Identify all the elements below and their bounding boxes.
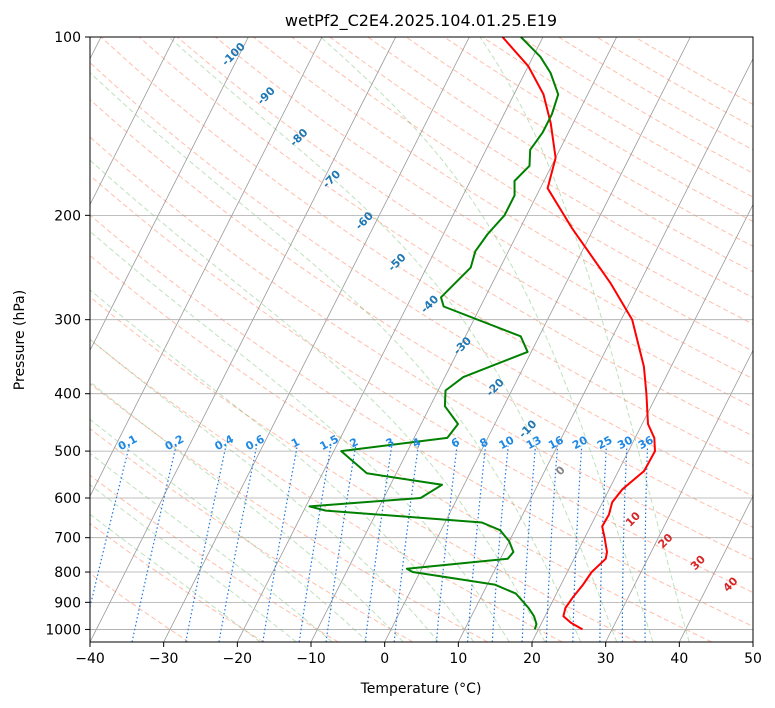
moist-adiabat bbox=[90, 230, 510, 642]
dewpoint-profile bbox=[308, 37, 560, 630]
dry-adiabat bbox=[90, 296, 638, 642]
x-tick-label: 10 bbox=[449, 651, 467, 667]
isotherm bbox=[310, 37, 618, 642]
isotherm bbox=[605, 349, 753, 642]
y-tick-label: 100 bbox=[54, 30, 81, 46]
dry-adiabat bbox=[90, 572, 190, 642]
y-tick-label: 600 bbox=[54, 491, 81, 507]
x-tick-label: 0 bbox=[380, 651, 389, 667]
mixing-ratio-line bbox=[325, 445, 357, 642]
mixing-ratio-line bbox=[621, 445, 628, 642]
mixing-ratio-line bbox=[599, 445, 607, 642]
x-tick-label: −30 bbox=[149, 651, 179, 667]
mixing-ratio-line bbox=[364, 445, 393, 642]
isotherm bbox=[384, 37, 691, 642]
mixing-ratio-label: 20 bbox=[570, 433, 590, 452]
x-tick-label: 20 bbox=[523, 651, 541, 667]
temperature-profile bbox=[501, 37, 656, 631]
dry-adiabat bbox=[90, 214, 753, 628]
mixing-ratio-line bbox=[545, 445, 559, 642]
x-tick-label: −20 bbox=[223, 651, 253, 667]
isotherm bbox=[90, 37, 397, 642]
mixing-ratio-label: 30 bbox=[615, 433, 635, 452]
isotherm bbox=[90, 37, 323, 498]
isotherm bbox=[163, 37, 470, 642]
dry-adiabat bbox=[90, 98, 753, 528]
y-tick-label: 300 bbox=[54, 313, 81, 329]
moist-adiabat bbox=[168, 37, 618, 642]
profiles bbox=[308, 37, 656, 631]
y-tick-label: 400 bbox=[54, 387, 81, 403]
y-tick-label: 800 bbox=[54, 565, 81, 581]
mixing-ratio-line bbox=[572, 445, 583, 642]
plot-frame bbox=[89, 36, 754, 643]
mixing-ratio-label: 10 bbox=[497, 433, 517, 452]
moist-adiabat bbox=[90, 159, 546, 642]
isotherm bbox=[678, 495, 753, 642]
x-tick-label: 30 bbox=[597, 651, 615, 667]
y-tick-label: 900 bbox=[54, 595, 81, 611]
moist-adiabat bbox=[90, 289, 475, 642]
x-tick-label: 50 bbox=[744, 651, 762, 667]
moist-adiabat bbox=[90, 452, 333, 642]
mixing-ratio-line bbox=[393, 445, 419, 642]
y-axis: 100 200 300 400 500 600 700 800 900 1000 bbox=[45, 30, 90, 638]
dry-adiabat bbox=[90, 62, 753, 497]
isotherm bbox=[531, 203, 753, 642]
grid-lines bbox=[90, 37, 753, 642]
mixing-ratio-line bbox=[131, 445, 177, 642]
mixing-ratio-label: 16 bbox=[546, 433, 566, 452]
isotherm bbox=[90, 37, 249, 352]
mixing-ratio-label: 25 bbox=[595, 433, 615, 452]
dry-adiabat bbox=[90, 474, 339, 642]
chart-title: wetPf2_C2E4.2025.104.01.25.E19 bbox=[285, 11, 557, 31]
isotherm bbox=[90, 37, 176, 206]
dry-adiabat bbox=[253, 37, 753, 352]
mixing-ratio-line bbox=[491, 445, 509, 642]
moist-adiabat bbox=[90, 381, 404, 642]
moist-adiabat bbox=[90, 484, 297, 642]
moist-adiabat bbox=[90, 338, 439, 642]
mixing-ratio-label: 36 bbox=[636, 433, 656, 452]
x-tick-label: −10 bbox=[296, 651, 326, 667]
x-tick-label: −40 bbox=[75, 651, 105, 667]
mixing-ratio-line bbox=[435, 445, 458, 642]
background-lines bbox=[90, 37, 753, 642]
mixing-ratio-label: 13 bbox=[524, 433, 544, 452]
moist-adiabat bbox=[320, 37, 654, 642]
dry-adiabat bbox=[90, 136, 753, 561]
y-tick-label: 200 bbox=[54, 208, 81, 224]
dry-adiabat bbox=[176, 37, 753, 408]
x-axis-label: Temperature (°C) bbox=[360, 681, 482, 697]
y-tick-label: 500 bbox=[54, 444, 81, 460]
mixing-ratio-line bbox=[185, 445, 227, 642]
dry-adiabat bbox=[215, 37, 753, 380]
dry-adiabat bbox=[90, 174, 753, 594]
dry-adiabat bbox=[90, 254, 712, 642]
moist-adiabat bbox=[90, 72, 582, 642]
mixing-ratio-line bbox=[298, 445, 332, 642]
mixing-ratio-line bbox=[218, 445, 258, 642]
dry-adiabat bbox=[90, 338, 563, 642]
mixing-ratio-line bbox=[644, 445, 649, 642]
mixing-ratio-line bbox=[262, 445, 298, 642]
dry-adiabat bbox=[90, 382, 488, 642]
isotherm bbox=[236, 37, 544, 642]
y-axis-label: Pressure (hPa) bbox=[12, 290, 28, 390]
y-tick-label: 1000 bbox=[45, 622, 81, 638]
mixing-ratio-line bbox=[521, 445, 537, 642]
moist-adiabat bbox=[479, 37, 690, 642]
y-tick-label: 700 bbox=[54, 531, 81, 547]
x-axis: −40 −30 −20 −10 0 10 20 30 40 50 bbox=[75, 642, 762, 667]
x-tick-label: 40 bbox=[670, 651, 688, 667]
